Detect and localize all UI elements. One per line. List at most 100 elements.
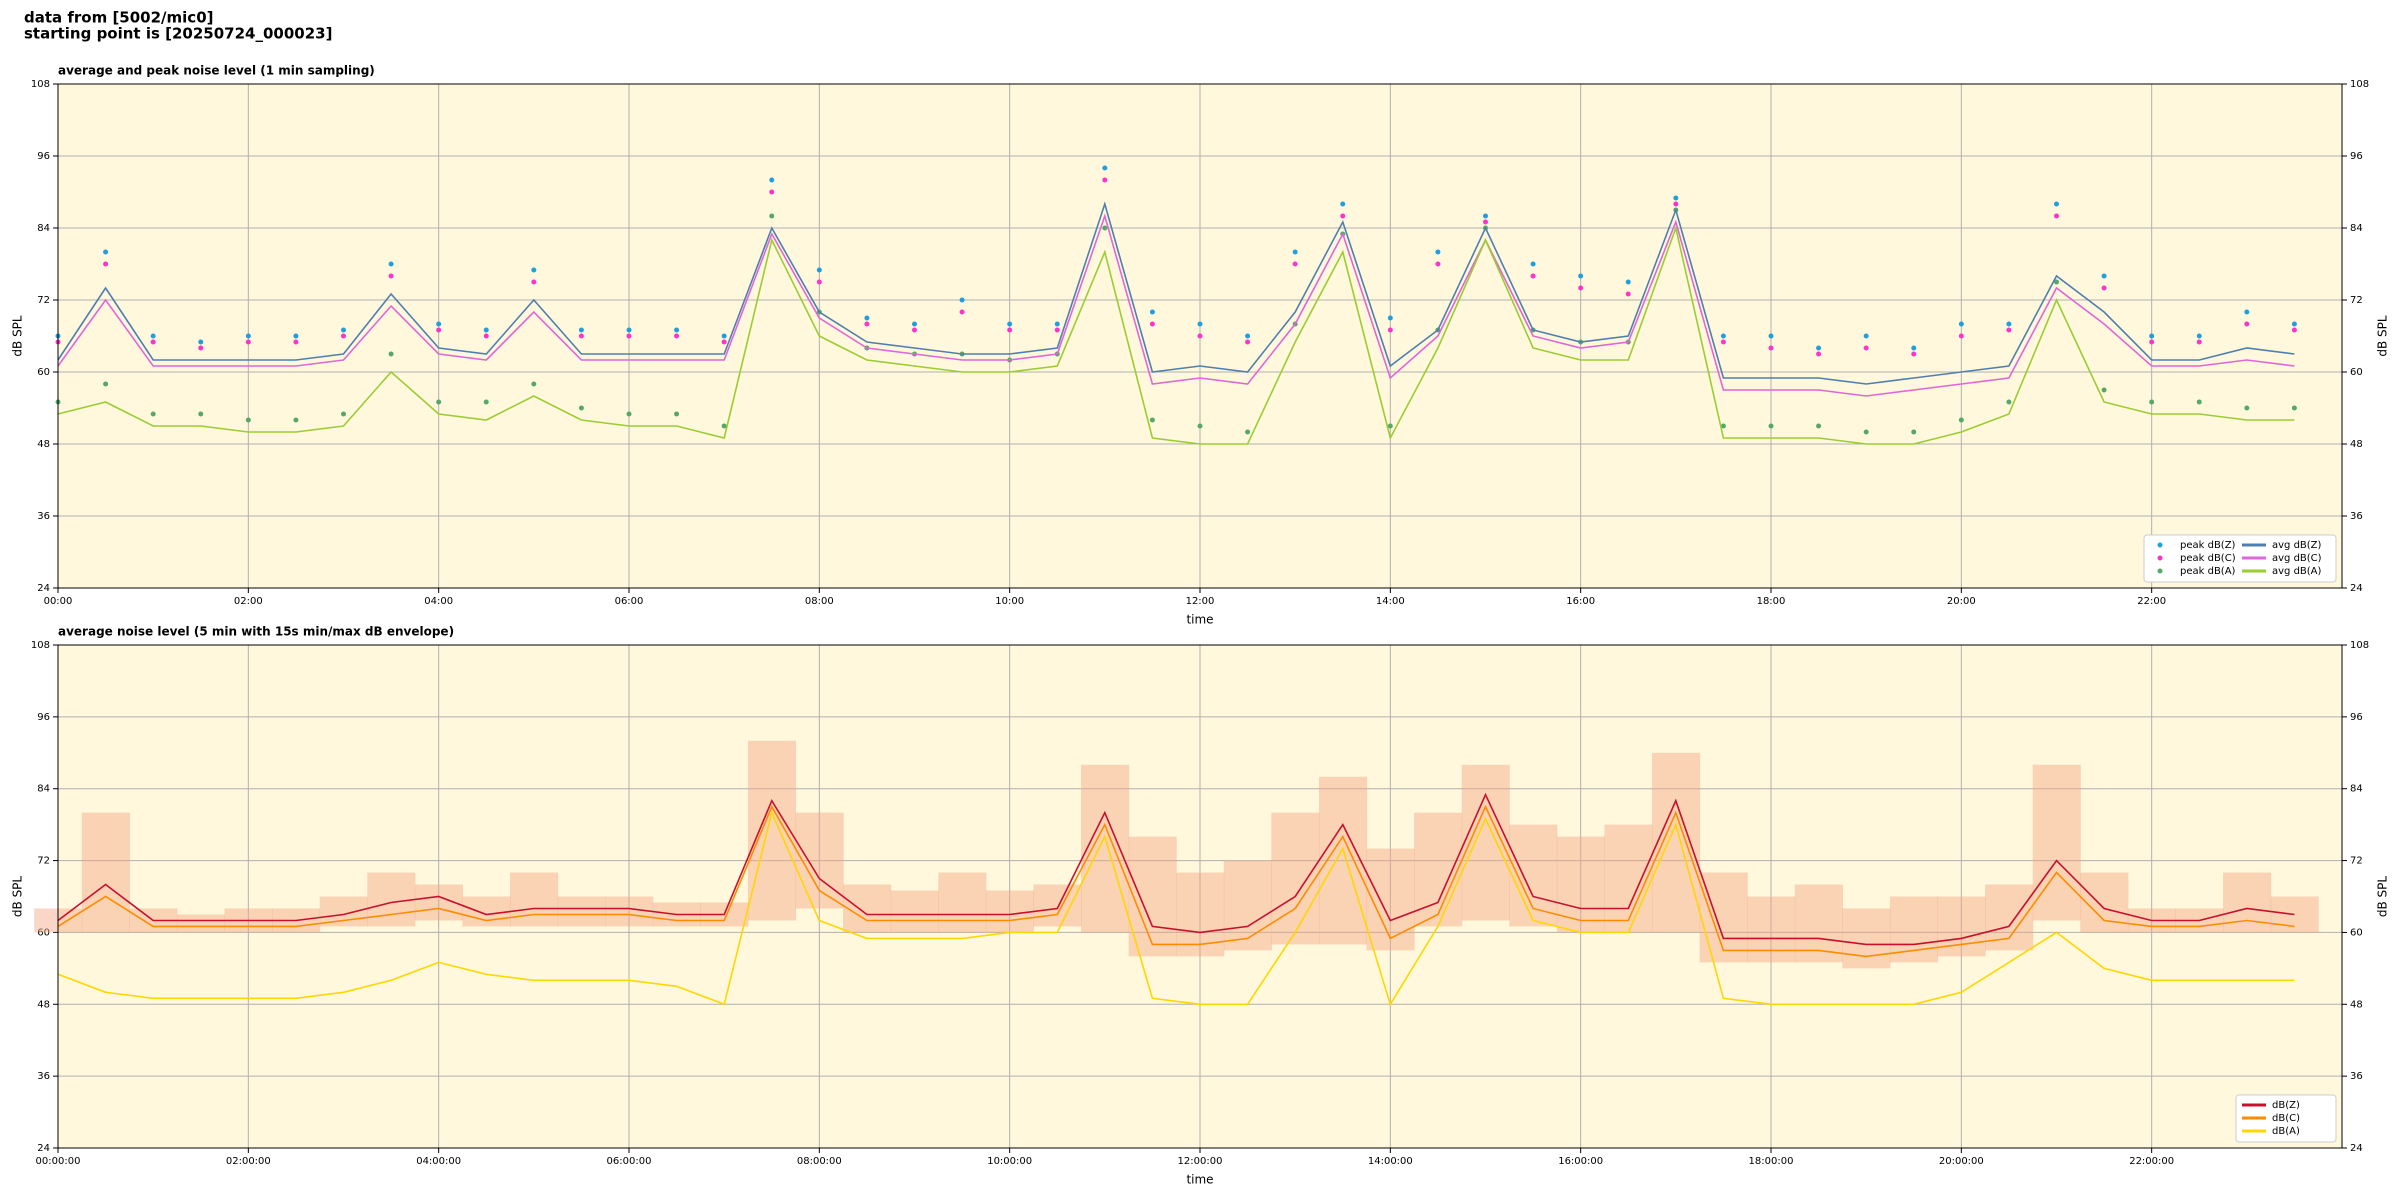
x-tick-label: 06:00: [615, 596, 644, 607]
y-tick-label: 48: [37, 999, 50, 1010]
peak-dot: [293, 339, 299, 345]
peak-dot: [1149, 321, 1155, 327]
peak-dot: [2149, 333, 2155, 339]
peak-dot: [674, 333, 680, 339]
peak-dot: [1958, 417, 1964, 423]
x-tick-label: 02:00:00: [226, 1156, 271, 1167]
peak-dot: [674, 327, 680, 333]
envelope-band: [1509, 824, 1558, 927]
peak-dot: [293, 417, 299, 423]
y-tick-label-right: 72: [2350, 295, 2363, 306]
peak-dot: [2054, 201, 2059, 207]
y-tick-label-right: 60: [2350, 367, 2363, 378]
peak-dot: [2054, 279, 2059, 285]
envelope-band: [1794, 884, 1843, 963]
envelope-band: [81, 812, 130, 933]
y-tick-label-right: 36: [2350, 1071, 2363, 1082]
peak-dot: [1768, 333, 1774, 339]
peak-dot: [150, 333, 156, 339]
envelope-band: [1128, 836, 1177, 957]
peak-dot: [626, 327, 632, 333]
peak-dot: [1578, 273, 1584, 279]
peak-dot: [1958, 333, 1964, 339]
x-axis-label: time: [1186, 613, 1213, 627]
peak-dot: [1483, 213, 1488, 219]
envelope-band: [1842, 908, 1891, 969]
peak-dot: [483, 333, 489, 339]
peak-dot: [531, 381, 537, 387]
peak-dot: [245, 339, 251, 345]
y-tick-label: 24: [37, 583, 50, 594]
peak-dot: [150, 411, 156, 417]
peak-dot: [2149, 339, 2155, 345]
peak-dot: [721, 423, 727, 429]
envelope-band: [1937, 896, 1986, 957]
peak-dot: [721, 333, 727, 339]
plot-frame: [57, 644, 2343, 1149]
envelope-band: [367, 872, 416, 927]
envelope-band: [176, 914, 226, 933]
peak-dot: [2054, 213, 2059, 219]
envelope-band: [510, 872, 559, 927]
peak-dot: [1387, 327, 1393, 333]
series-line: [57, 804, 2295, 958]
y-tick-label-right: 48: [2350, 439, 2363, 450]
plot-frame: [57, 83, 2343, 589]
y-tick-label: 96: [37, 712, 50, 723]
peak-dot: [1102, 177, 1108, 183]
peak-dot: [1720, 423, 1726, 429]
envelope-band: [1699, 872, 1748, 963]
peak-dot: [2101, 273, 2107, 279]
y-tick-label: 36: [37, 511, 50, 522]
peak-dot: [1673, 195, 1679, 201]
peak-dot: [1292, 249, 1298, 255]
peak-dot: [150, 339, 156, 345]
peak-dot: [1673, 201, 1679, 207]
peak-dot: [959, 297, 965, 303]
peak-dot: [388, 273, 394, 279]
y-tick-label-right: 108: [2350, 79, 2369, 90]
subplot-title: average noise level (5 min with 15s min/…: [58, 625, 454, 639]
y-tick-label-right: 108: [2350, 640, 2369, 651]
peak-dot: [769, 189, 775, 195]
peak-dot: [341, 327, 346, 333]
peak-dot: [578, 327, 584, 333]
envelope-band: [1889, 896, 1939, 963]
envelope-band: [2223, 872, 2272, 933]
x-tick-label: 08:00:00: [797, 1156, 842, 1167]
series-line: [57, 810, 2295, 1007]
legend-label: avg dB(A): [2272, 566, 2322, 577]
peak-dot: [388, 261, 394, 267]
peak-dot: [245, 417, 251, 423]
peak-dot: [626, 411, 632, 417]
series-line: [57, 201, 2295, 385]
series-line: [57, 792, 2295, 946]
x-tick-label: 18:00: [1757, 596, 1786, 607]
header-line: starting point is [20250724_000023]: [24, 25, 332, 43]
peak-dot: [1197, 423, 1203, 429]
peak-dot: [912, 327, 917, 333]
peak-dot: [2196, 339, 2202, 345]
x-tick-label: 10:00: [995, 596, 1024, 607]
peak-dot: [1483, 219, 1488, 225]
legend-box: [2143, 534, 2337, 583]
x-tick-label: 04:00: [424, 596, 453, 607]
peak-dot: [1007, 327, 1013, 333]
x-tick-label: 14:00:00: [1368, 1156, 1413, 1167]
peak-dot: [1387, 315, 1393, 321]
y-axis-label-right: dB SPL: [2376, 876, 2390, 918]
peak-dot: [2006, 399, 2012, 405]
x-tick-label: 16:00: [1566, 596, 1595, 607]
envelope-band: [1985, 884, 2034, 951]
y-tick-label: 108: [31, 640, 50, 651]
envelope-band: [985, 890, 1034, 933]
x-tick-label: 22:00:00: [2129, 1156, 2174, 1167]
peak-dot: [2244, 405, 2250, 411]
y-tick-label-right: 24: [2350, 1143, 2363, 1154]
peak-dot: [2291, 321, 2297, 327]
x-tick-label: 02:00: [234, 596, 263, 607]
peak-dot: [2196, 333, 2202, 339]
legend-swatch: [2157, 542, 2163, 548]
peak-dot: [1435, 261, 1441, 267]
envelope-band: [1556, 836, 1605, 933]
